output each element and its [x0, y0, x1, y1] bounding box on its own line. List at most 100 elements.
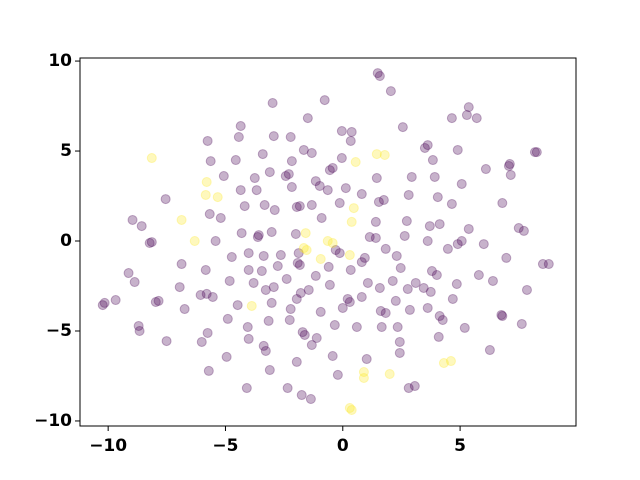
- point: [452, 144, 463, 155]
- point: [258, 340, 269, 351]
- point: [543, 259, 554, 270]
- point: [380, 307, 391, 318]
- point: [446, 198, 457, 209]
- point: [204, 209, 215, 220]
- point: [348, 203, 359, 214]
- point: [445, 356, 456, 367]
- point: [437, 315, 448, 326]
- point: [99, 297, 110, 308]
- x-tick-label: 5: [454, 436, 466, 456]
- point: [134, 325, 145, 336]
- point: [327, 237, 338, 248]
- point: [291, 201, 302, 212]
- point: [221, 351, 232, 362]
- point: [291, 293, 302, 304]
- point: [232, 300, 243, 311]
- point: [295, 288, 306, 299]
- point: [298, 243, 309, 254]
- point: [310, 176, 321, 187]
- point: [372, 68, 383, 79]
- point: [256, 266, 267, 277]
- point: [364, 232, 375, 243]
- point: [503, 160, 514, 171]
- point: [263, 315, 274, 326]
- point: [370, 216, 381, 227]
- point: [243, 264, 254, 275]
- point: [212, 192, 223, 203]
- point: [110, 295, 121, 306]
- point: [275, 250, 286, 261]
- point: [230, 155, 241, 166]
- point: [422, 302, 433, 313]
- point: [399, 230, 410, 241]
- point: [299, 329, 310, 340]
- point: [402, 284, 413, 295]
- point: [136, 221, 147, 232]
- point: [285, 304, 296, 315]
- point: [496, 309, 507, 320]
- point: [236, 228, 247, 239]
- point: [327, 162, 338, 173]
- point: [207, 291, 218, 302]
- point: [473, 270, 484, 281]
- point: [332, 369, 343, 380]
- x-tick-label: −10: [89, 436, 127, 456]
- point: [315, 254, 326, 265]
- point: [373, 196, 384, 207]
- point: [497, 198, 508, 209]
- point: [242, 322, 253, 333]
- point: [226, 252, 237, 263]
- point: [356, 291, 367, 302]
- point: [516, 318, 527, 329]
- point: [324, 165, 335, 176]
- point: [394, 336, 405, 347]
- point: [342, 293, 353, 304]
- point: [487, 275, 498, 286]
- point: [344, 403, 355, 414]
- point: [433, 331, 444, 342]
- point: [298, 144, 309, 155]
- point: [200, 189, 211, 200]
- point: [179, 304, 190, 315]
- y-tick-label: −10: [34, 411, 72, 431]
- point: [269, 205, 280, 216]
- point: [529, 147, 540, 158]
- x-tick-label: 0: [337, 436, 349, 456]
- point: [257, 149, 268, 160]
- point: [322, 185, 333, 196]
- point: [293, 248, 304, 259]
- point: [397, 122, 408, 133]
- point: [319, 95, 330, 106]
- point: [378, 194, 389, 205]
- point: [434, 219, 445, 230]
- point: [425, 286, 436, 297]
- point: [447, 293, 458, 304]
- point: [419, 142, 430, 153]
- point: [201, 288, 212, 299]
- point: [403, 383, 414, 394]
- point: [391, 250, 402, 261]
- point: [202, 327, 213, 338]
- point: [286, 182, 297, 193]
- point: [537, 259, 548, 270]
- point: [518, 225, 529, 236]
- point: [306, 340, 317, 351]
- point: [285, 131, 296, 142]
- point: [266, 227, 277, 238]
- point: [127, 214, 138, 225]
- point: [264, 167, 275, 178]
- point: [176, 259, 187, 270]
- point: [346, 404, 357, 415]
- point: [350, 157, 361, 168]
- point: [446, 113, 457, 124]
- point: [200, 264, 211, 275]
- point: [268, 282, 279, 293]
- point: [375, 306, 386, 317]
- point: [311, 333, 322, 344]
- point: [235, 121, 246, 132]
- point: [243, 248, 254, 259]
- y-tick-label: −5: [46, 321, 72, 341]
- point: [330, 245, 341, 256]
- point: [501, 252, 512, 263]
